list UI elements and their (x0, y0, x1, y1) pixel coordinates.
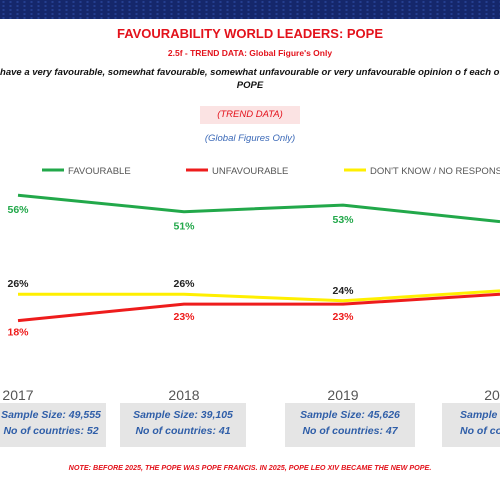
data-label: 26% (173, 278, 195, 290)
data-label: 53% (332, 214, 354, 226)
header-banner (0, 0, 500, 19)
chart-subtitle: 2.5f - TREND DATA: Global Figure's Only (167, 48, 333, 58)
sample-size-label: Sample Size: 45,626 (300, 409, 400, 421)
chart-title: FAVOURABILITY WORLD LEADERS: POPE (116, 26, 384, 41)
sample-box-2018: Sample Size: 39,105 No of countries: 41 (120, 403, 246, 447)
data-label: 26% (7, 278, 29, 290)
x-tick-label: 2017 (2, 387, 33, 403)
series-line (17, 292, 500, 323)
data-label: 24% (332, 285, 354, 297)
country-count-label: No of co (460, 425, 500, 437)
legend-label: DON'T KNOW / NO RESPONSE (370, 166, 500, 177)
series-line (18, 289, 500, 303)
data-label: 23% (173, 311, 195, 323)
x-tick-label: 2019 (327, 387, 358, 403)
data-label: 18% (7, 327, 29, 339)
country-count-label: No of countries: 41 (135, 425, 231, 437)
sample-box-2020: Sample Size: No of co (442, 403, 500, 447)
country-count-label: No of countries: 52 (3, 425, 99, 437)
x-tick-label: 2018 (168, 387, 199, 403)
data-label: 23% (332, 311, 354, 323)
question-line-1: you have a very favourable, somewhat fav… (0, 67, 500, 78)
survey-question: you have a very favourable, somewhat fav… (0, 66, 500, 92)
question-line-2: POPE (236, 80, 264, 91)
global-figures-note: (Global Figures Only) (204, 133, 296, 144)
x-tick-label: 20 (484, 387, 500, 403)
sample-box-2019: Sample Size: 45,626 No of countries: 47 (285, 403, 415, 447)
legend-label: UNFAVOURABLE (212, 166, 288, 177)
footnote: NOTE: BEFORE 2025, THE POPE WAS POPE FRA… (68, 463, 432, 472)
sample-size-label: Sample Size: 39,105 (133, 409, 233, 421)
country-count-label: No of countries: 47 (302, 425, 398, 437)
data-label: 51% (173, 221, 195, 233)
legend-label: FAVOURABLE (68, 166, 131, 177)
data-label: 56% (7, 204, 29, 216)
sample-size-label: Sample Size: (460, 409, 500, 421)
trend-data-tag: (TREND DATA) (200, 106, 300, 124)
series-line (17, 193, 500, 224)
sample-size-label: Sample Size: 49,555 (1, 409, 101, 421)
sample-box-2017: Sample Size: 49,555 No of countries: 52 (0, 403, 106, 447)
